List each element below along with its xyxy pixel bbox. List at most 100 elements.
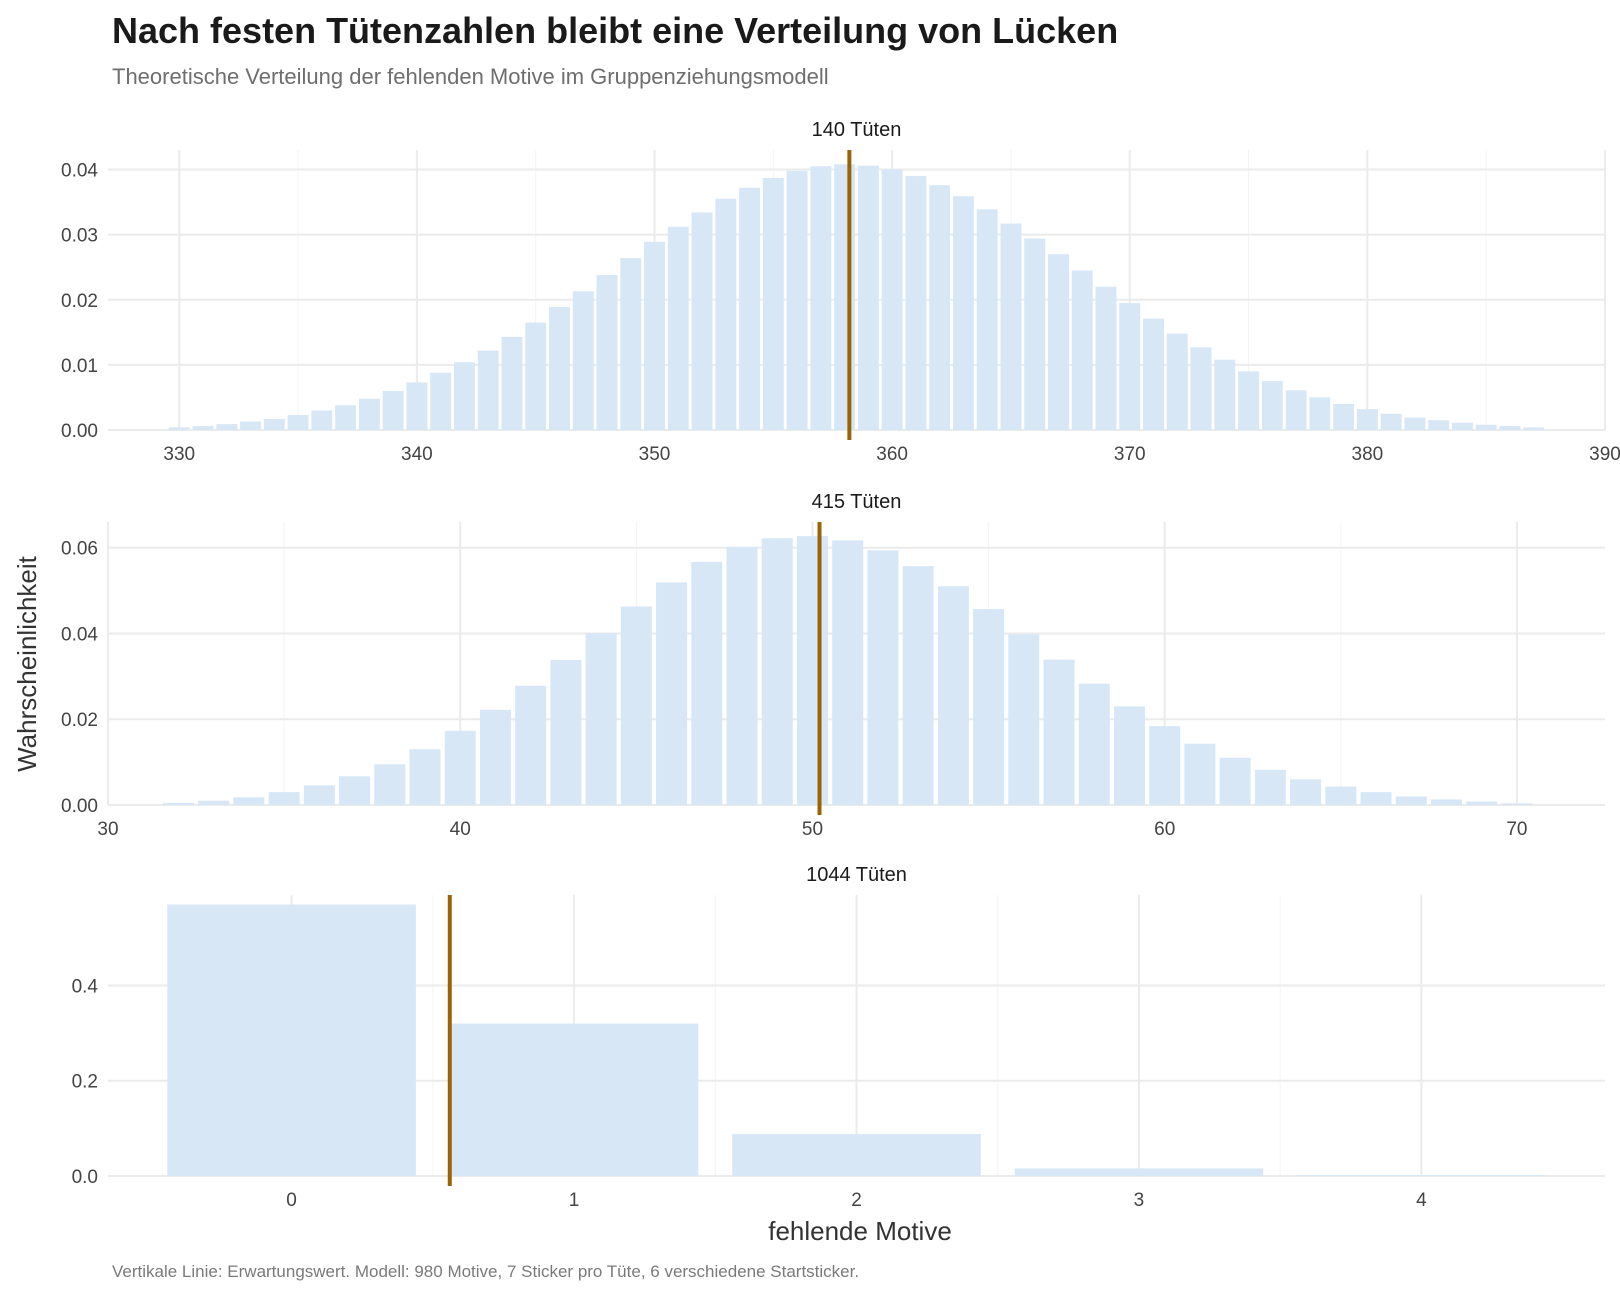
panel-2-bar: [374, 764, 406, 805]
panel-1-bar: [382, 390, 404, 430]
chart-subtitle: Theoretische Verteilung der fehlenden Mo…: [112, 64, 829, 89]
panel-2-bar: [867, 550, 899, 805]
panel-1-bar: [1309, 397, 1331, 430]
panel-3-x-tick-label: 4: [1416, 1190, 1427, 1211]
panel-1-bar: [525, 322, 547, 430]
panel-2-bar: [937, 586, 969, 805]
panel-1-bar: [1166, 333, 1188, 430]
panel-1-bar: [715, 198, 737, 430]
panel-2-bar: [832, 540, 864, 805]
panel-1-bar: [1523, 427, 1545, 430]
panel-1-x-tick-label: 370: [1114, 444, 1146, 465]
panel-2-bar: [162, 802, 194, 805]
panel-1-bar: [1143, 318, 1164, 430]
panel-2-bar: [1008, 634, 1040, 805]
panel-2-bar: [1078, 683, 1110, 805]
panel-1-y-tick-label: 0.00: [61, 421, 98, 442]
panel-2-bar: [1219, 757, 1251, 805]
panel-1-bar: [263, 418, 285, 430]
panel-3: 0.0 0.2 0.4 0 1 2 3 4 1044 Tüten: [72, 864, 1605, 1211]
panel-1-x-tick-label: 380: [1352, 444, 1384, 465]
panel-1-bar: [1024, 238, 1046, 430]
y-axis-label: Wahrscheinlichkeit: [12, 555, 42, 772]
panel-1-bar: [453, 362, 475, 430]
panel-1-bar: [810, 166, 832, 431]
panel-1-bar: [739, 187, 761, 430]
panel-1-bar: [1119, 303, 1141, 430]
panel-2-bar: [268, 792, 300, 805]
panel-1-bar: [762, 178, 784, 430]
panel-2-bar: [1466, 801, 1498, 805]
panel-2-bar: [515, 685, 547, 805]
panel-1-bar: [501, 336, 523, 430]
panel-2-bar: [198, 800, 230, 805]
panel-1-bar: [1285, 390, 1307, 430]
panel-1-x-tick-label: 340: [401, 444, 433, 465]
panel-2-bar: [796, 536, 828, 805]
panel-2-x-tick-label: 50: [802, 819, 823, 840]
panel-2-x-tick-label: 40: [450, 819, 471, 840]
panel-2: 0.00 0.02 0.04 0.06 30 40 50 60 70 415 Tüten: [61, 491, 1605, 840]
panel-2-bar: [1325, 786, 1357, 805]
panel-3-x-tick-label: 3: [1134, 1190, 1145, 1211]
panel-1-bar: [168, 427, 190, 430]
panel-2-y-tick-label: 0.06: [61, 539, 98, 560]
chart-caption: Vertikale Linie: Erwartungswert. Modell:…: [112, 1262, 860, 1281]
panel-1-y-tick-label: 0.04: [61, 161, 98, 182]
panel-2-bar: [973, 609, 1005, 805]
panel-2-y-tick-label: 0.04: [61, 624, 98, 645]
panel-3-facet-label: 1044 Tüten: [806, 864, 907, 886]
panel-1-bar: [952, 196, 974, 430]
panel-1-bar: [881, 169, 903, 430]
panel-1-bar: [786, 170, 808, 430]
panel-3-y-tick-label: 0.4: [72, 976, 99, 997]
panel-1: 0.00 0.01 0.02 0.03 0.04 330 340 350 360 370 380 39…: [61, 119, 1620, 465]
panel-2-bar: [585, 633, 617, 805]
panel-1-x-tick-label: 350: [639, 444, 671, 465]
panel-1-bar: [406, 382, 428, 430]
panel-1-bar: [477, 350, 499, 430]
panel-1-x-tick-label: 360: [876, 444, 908, 465]
panel-1-bar: [1404, 417, 1426, 430]
panel-1-bar: [1048, 254, 1069, 430]
panel-1-x-tick-label: 330: [163, 444, 195, 465]
panel-2-bar: [1290, 779, 1322, 805]
panel-2-bar: [656, 582, 688, 805]
panel-3-y-tick-label: 0.2: [72, 1072, 98, 1093]
panel-1-bar: [667, 226, 689, 430]
panel-2-bar: [339, 776, 371, 805]
panel-1-bar: [1238, 371, 1260, 430]
panel-2-x-tick-label: 70: [1506, 819, 1527, 840]
panel-1-bar: [1475, 424, 1497, 430]
panel-1-bar: [1261, 381, 1283, 430]
panel-2-bar: [691, 561, 723, 805]
panel-1-y-tick-label: 0.03: [61, 226, 98, 247]
panel-2-bar: [761, 538, 793, 805]
panel-2-bar: [1184, 743, 1216, 805]
panel-3-x-tick-label: 0: [286, 1190, 297, 1211]
panel-2-x-tick-label: 60: [1154, 819, 1175, 840]
panel-2-bar: [1043, 659, 1075, 805]
panel-3-bar: [167, 904, 416, 1176]
panel-2-facet-label: 415 Tüten: [812, 491, 902, 513]
panel-1-bar: [905, 176, 927, 430]
chart-title: Nach festen Tütenzahlen bleibt eine Vert…: [112, 10, 1119, 51]
panel-1-y-tick-label: 0.01: [61, 356, 98, 377]
panel-1-bar: [287, 415, 309, 430]
panel-2-bar: [1254, 769, 1286, 805]
panel-1-bar: [1451, 422, 1473, 430]
panel-1-facet-label: 140 Tüten: [812, 119, 902, 141]
panel-2-bar: [726, 546, 758, 805]
panel-1-bar: [620, 258, 642, 430]
panel-1-bar: [1095, 286, 1117, 430]
panel-1-bar: [691, 212, 713, 430]
panel-2-bar: [409, 749, 441, 805]
panel-1-bar: [834, 164, 856, 431]
panel-3-bar: [1014, 1168, 1264, 1176]
panel-1-bar: [1214, 359, 1236, 430]
panel-2-y-tick-label: 0.02: [61, 710, 98, 731]
panel-1-bar: [1000, 223, 1022, 430]
panel-3-bar: [732, 1134, 981, 1176]
panel-3-y-tick-label: 0.0: [72, 1167, 98, 1188]
